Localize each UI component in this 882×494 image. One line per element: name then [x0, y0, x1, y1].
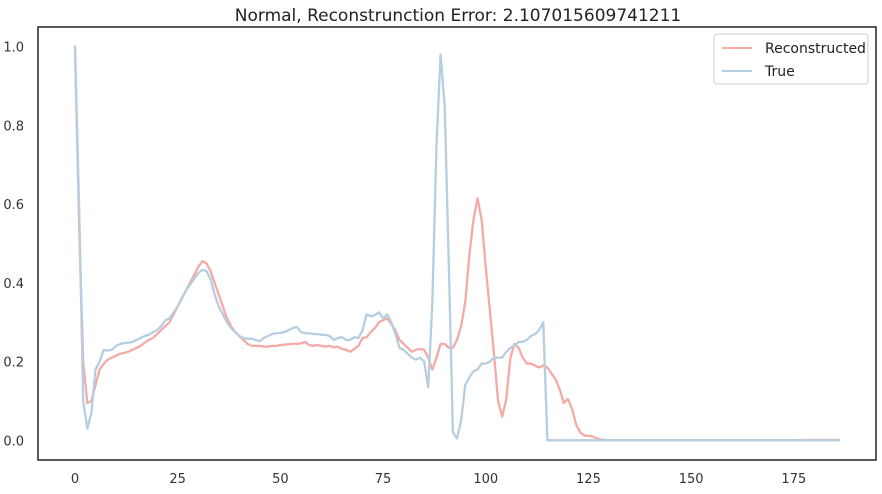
plot-frame	[38, 27, 876, 460]
x-tick-label: 0	[71, 472, 79, 487]
series-line-reconstructed	[75, 47, 839, 441]
x-tick-label: 50	[272, 472, 289, 487]
y-tick-label: 0.8	[3, 119, 24, 134]
chart-title: Normal, Reconstrunction Error: 2.1070156…	[235, 6, 681, 26]
y-tick-label: 0.2	[3, 356, 24, 371]
x-tick-label: 175	[781, 472, 806, 487]
x-tick-label: 75	[375, 472, 392, 487]
y-tick-label: 0.6	[3, 198, 24, 213]
legend: Reconstructed True	[714, 34, 868, 84]
x-tick-label: 125	[576, 472, 601, 487]
series-line-true	[75, 47, 839, 441]
y-tick-label: 1.0	[3, 41, 24, 56]
y-axis: 0.0 0.2 0.4 0.6 0.8 1.0	[3, 41, 24, 450]
y-tick-label: 0.0	[3, 434, 24, 449]
x-tick-label: 25	[169, 472, 186, 487]
series-lines	[75, 47, 839, 441]
legend-label-true: True	[764, 64, 795, 80]
x-axis: 0 25 50 75 100 125 150 175	[71, 472, 806, 487]
x-tick-label: 100	[473, 472, 498, 487]
y-tick-label: 0.4	[3, 277, 24, 292]
x-tick-label: 150	[679, 472, 704, 487]
legend-label-reconstructed: Reconstructed	[765, 41, 866, 57]
